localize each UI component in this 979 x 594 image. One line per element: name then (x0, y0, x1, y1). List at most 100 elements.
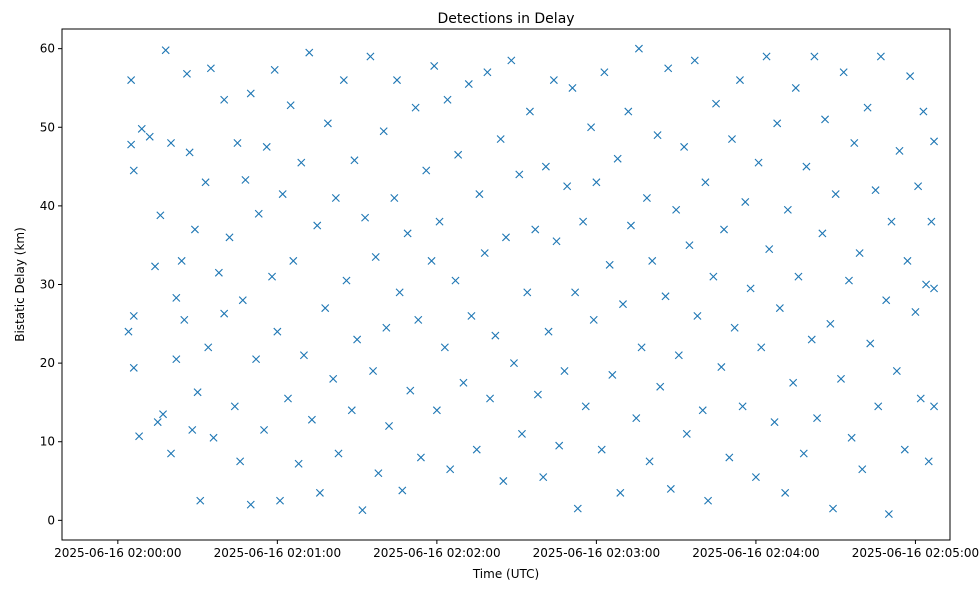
scatter-point (260, 425, 269, 434)
scatter-point (837, 374, 845, 383)
scatter-point (193, 388, 202, 397)
scatter-point (741, 197, 750, 206)
scatter-point (204, 343, 213, 352)
scatter-point (393, 76, 401, 85)
scatter-point (283, 394, 292, 403)
scatter-point (919, 107, 928, 116)
scatter-point (552, 237, 561, 246)
scatter-point (374, 469, 383, 478)
scatter-point (592, 178, 601, 187)
scatter-point (930, 284, 939, 293)
scatter-point (826, 319, 835, 328)
x-tick-label: 2025-06-16 02:04:00 (692, 546, 819, 560)
scatter-point (757, 343, 766, 352)
scatter-point (432, 406, 441, 415)
scatter-point (539, 473, 548, 482)
scatter-point (789, 378, 798, 387)
scatter-point (685, 241, 694, 250)
scatter-point (313, 221, 322, 230)
scatter-point (634, 44, 643, 53)
scatter-point (129, 311, 138, 320)
scatter-point (185, 148, 194, 157)
scatter-point (220, 309, 229, 318)
scatter-point (531, 225, 540, 234)
scatter-point (472, 445, 481, 454)
scatter-point (608, 370, 617, 379)
scatter-point (613, 154, 622, 163)
scatter-point (440, 343, 449, 352)
scatter-point (262, 142, 271, 151)
scatter-point (167, 449, 175, 458)
scatter-point (637, 343, 646, 352)
scatter-point (573, 504, 582, 513)
scatter-point (467, 311, 476, 320)
scatter-point (430, 61, 439, 70)
scatter-point (720, 225, 729, 234)
y-tick-label: 10 (40, 435, 55, 449)
scatter-point (600, 68, 609, 77)
scatter-point (236, 457, 245, 466)
scatter-point (196, 496, 205, 505)
scatter-point (709, 272, 718, 281)
scatter-point (930, 402, 939, 411)
scatter-point (214, 268, 223, 277)
scatter-point (866, 339, 875, 348)
scatter-point (153, 418, 162, 427)
scatter-point (712, 99, 721, 108)
scatter-point (690, 56, 699, 65)
scatter-point (821, 115, 830, 124)
scatter-point (544, 327, 553, 336)
scatter-point (746, 284, 755, 293)
x-tick-label: 2025-06-16 02:01:00 (214, 546, 341, 560)
scatter-point (863, 103, 872, 112)
scatter-point (847, 433, 856, 442)
scatter-point (342, 276, 351, 285)
y-tick-label: 40 (40, 199, 55, 213)
scatter-point (315, 488, 324, 497)
scatter-point (422, 166, 431, 175)
scatter-point (159, 410, 168, 419)
scatter-point (560, 366, 569, 375)
scatter-point (398, 486, 407, 495)
scatter-point (914, 182, 923, 191)
scatter-point (286, 101, 295, 110)
scatter-point (930, 137, 939, 146)
scatter-point (701, 178, 710, 187)
scatter-point (645, 457, 654, 466)
scatter-point (850, 139, 859, 147)
scatter-point (656, 382, 665, 391)
scatter-point (411, 103, 420, 112)
scatter-point (350, 156, 359, 165)
scatter-point (390, 194, 399, 203)
scatter-point (799, 449, 808, 458)
scatter-point (182, 69, 191, 78)
scatter-point (626, 221, 635, 230)
scatter-point (347, 406, 356, 415)
scatter-point (632, 414, 641, 423)
scatter-point (648, 256, 657, 265)
scatter-point (515, 170, 524, 179)
x-axis-label: Time (UTC) (472, 567, 539, 581)
scatter-point (129, 166, 138, 175)
scatter-point (435, 217, 444, 226)
scatter-point (900, 445, 909, 454)
scatter-point (549, 76, 558, 85)
scatter-point (334, 449, 343, 458)
scatter-point (680, 142, 689, 151)
scatter-point (807, 335, 816, 344)
scatter-point (414, 315, 423, 324)
scatter-point (416, 453, 425, 462)
scatter-point (225, 233, 234, 242)
scatter-point (751, 473, 760, 482)
scatter-point (507, 56, 516, 65)
scatter-point (180, 315, 189, 324)
scatter-point (491, 331, 500, 340)
scatter-point (765, 245, 774, 254)
y-tick-label: 60 (40, 42, 55, 56)
scatter-point (145, 132, 154, 141)
scatter-point (698, 406, 707, 415)
scatter-point (371, 252, 380, 261)
scatter-point (605, 260, 614, 269)
scatter-point (270, 65, 279, 74)
scatter-point (156, 211, 165, 220)
